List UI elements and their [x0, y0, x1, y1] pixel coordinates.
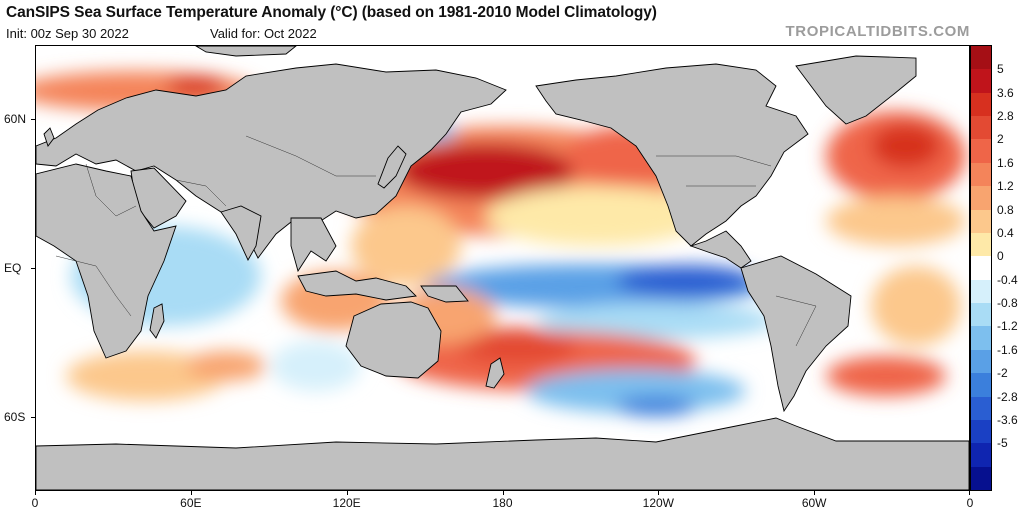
- landmass-north-america: [535, 63, 809, 247]
- colorbar-label: 1.2: [997, 179, 1014, 194]
- colorbar-cell: [971, 279, 991, 304]
- warm-anomaly-satl-n: [871, 266, 961, 346]
- warm-anomaly-indian-s: [66, 351, 226, 401]
- warm-anomaly-spac-core: [456, 328, 576, 364]
- anomaly-map: [35, 45, 970, 491]
- landmass-india: [220, 205, 262, 261]
- cold-anomaly-indian-se: [271, 341, 361, 391]
- lon-label-6: 0: [966, 496, 974, 510]
- lon-tick: [346, 491, 348, 495]
- lon-label-5: 60W: [801, 496, 827, 510]
- lon-tick: [502, 491, 504, 495]
- lon-label-3: 180: [492, 496, 513, 510]
- warm-anomaly-indian-s2: [186, 351, 266, 381]
- colorbar-cell: [971, 139, 991, 164]
- colorbar-label: 5: [997, 62, 1004, 77]
- landmass-antarctica: [36, 417, 969, 490]
- lon-tick: [658, 491, 660, 495]
- cold-tongue-core: [616, 265, 756, 297]
- chart-title: CanSIPS Sea Surface Temperature Anomaly …: [6, 4, 657, 21]
- colorbar-cell: [971, 186, 991, 211]
- landmass-japan: [377, 145, 407, 189]
- landmass-eurasia: [36, 63, 507, 259]
- landmass-madagascar: [149, 303, 165, 339]
- colorbar-cell: [971, 116, 991, 140]
- colorbar-cell: [971, 232, 991, 257]
- lat-label-60n: 60N: [4, 112, 27, 127]
- lon-tick: [35, 491, 36, 495]
- colorbar-cell: [971, 209, 991, 234]
- lat-tick: [31, 416, 35, 418]
- land-masses: [36, 46, 969, 490]
- lat-tick: [31, 119, 35, 121]
- colorbar-label: 0.8: [997, 202, 1014, 217]
- landmass-greenland: [795, 55, 917, 125]
- colorbar-label: 2.8: [997, 109, 1014, 124]
- colorbar-cell: [971, 349, 991, 374]
- colorbar-cell: [971, 46, 991, 70]
- colorbar-cell: [971, 162, 991, 187]
- colorbar-label: -1.6: [997, 342, 1018, 357]
- colorbar-cell: [971, 92, 991, 117]
- landmass-central-america: [689, 230, 752, 269]
- colorbar-label: 0: [997, 249, 1004, 264]
- lon-tick: [969, 491, 970, 495]
- colorbar-cell: [971, 396, 991, 421]
- valid-time: Valid for: Oct 2022: [210, 26, 317, 41]
- colorbar-cell: [971, 419, 991, 444]
- cold-tongue-south: [536, 303, 776, 339]
- lat-tick: [31, 268, 35, 269]
- warm-anomaly-natl-trop: [826, 196, 966, 246]
- lon-label-0: 0: [31, 496, 39, 510]
- colorbar-label: -3.6: [997, 412, 1018, 427]
- lon-tick: [814, 491, 816, 495]
- colorbar-label: -5: [997, 436, 1008, 451]
- landmass-uk: [43, 127, 55, 147]
- landmass-indonesia: [297, 270, 417, 301]
- lon-label-4: 120W: [642, 496, 675, 510]
- colorbar-cell: [971, 256, 991, 281]
- colorbar-label: -1.2: [997, 319, 1018, 334]
- credit-text: TROPICALTIDBITS.COM: [785, 23, 970, 40]
- lon-label-2: 120E: [332, 496, 361, 510]
- landmass-new-zealand: [485, 357, 505, 389]
- landmass-africa: [36, 163, 177, 359]
- colorbar-label: -2.8: [997, 389, 1018, 404]
- warm-anomaly-natl-core: [871, 124, 941, 168]
- landmass-australia: [345, 301, 442, 379]
- colorbar-label: 1.6: [997, 155, 1014, 170]
- warm-anomaly-satl: [826, 356, 946, 396]
- colorbar-label: -0.4: [997, 272, 1018, 287]
- country-borders: [55, 135, 817, 347]
- landmass-arctic-islands: [195, 46, 297, 57]
- warm-anomaly-wpac: [351, 206, 461, 286]
- colorbar-label: 0.4: [997, 225, 1014, 240]
- colorbar-label: 2: [997, 132, 1004, 147]
- colorbar-cell: [971, 69, 991, 94]
- init-time: Init: 00z Sep 30 2022: [6, 26, 129, 41]
- lon-tick: [190, 491, 192, 495]
- lat-label-60s: 60S: [4, 409, 26, 424]
- warm-anomaly-barents: [166, 76, 226, 96]
- colorbar-cell: [971, 303, 991, 327]
- colorbar-label: -2: [997, 366, 1008, 381]
- colorbar-cell: [971, 373, 991, 398]
- colorbar-cell: [971, 326, 991, 351]
- colorbar-label: 3.6: [997, 85, 1014, 100]
- landmass-south-america: [740, 255, 852, 413]
- warm-anomaly-nepac: [486, 186, 706, 246]
- lat-label-eq: EQ: [4, 261, 22, 275]
- colorbar-label: -0.8: [997, 296, 1018, 311]
- cold-anomaly-socean-core: [616, 396, 696, 416]
- lon-label-1: 60E: [180, 496, 202, 510]
- colorbar: [970, 45, 992, 491]
- landmass-new-guinea: [420, 285, 469, 303]
- colorbar-cell: [971, 443, 991, 468]
- warm-anomaly-npac-core: [396, 143, 576, 199]
- colorbar-cell: [971, 466, 991, 491]
- landmass-indochina: [290, 217, 337, 273]
